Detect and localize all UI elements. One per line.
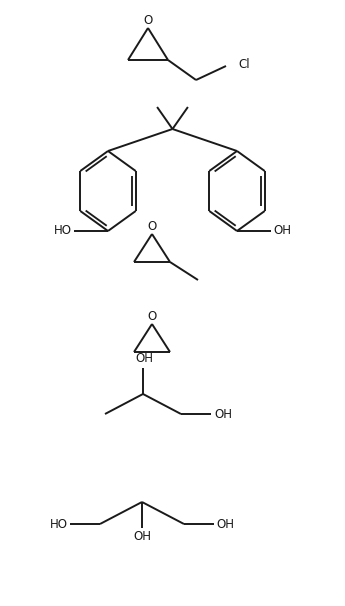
Text: HO: HO <box>54 224 72 238</box>
Text: OH: OH <box>135 353 153 365</box>
Text: Cl: Cl <box>238 59 250 72</box>
Text: OH: OH <box>214 407 232 421</box>
Text: O: O <box>147 310 157 322</box>
Text: O: O <box>144 13 152 27</box>
Text: OH: OH <box>133 530 151 544</box>
Text: OH: OH <box>273 224 291 238</box>
Text: OH: OH <box>216 518 234 530</box>
Text: O: O <box>147 219 157 233</box>
Text: HO: HO <box>50 518 68 530</box>
